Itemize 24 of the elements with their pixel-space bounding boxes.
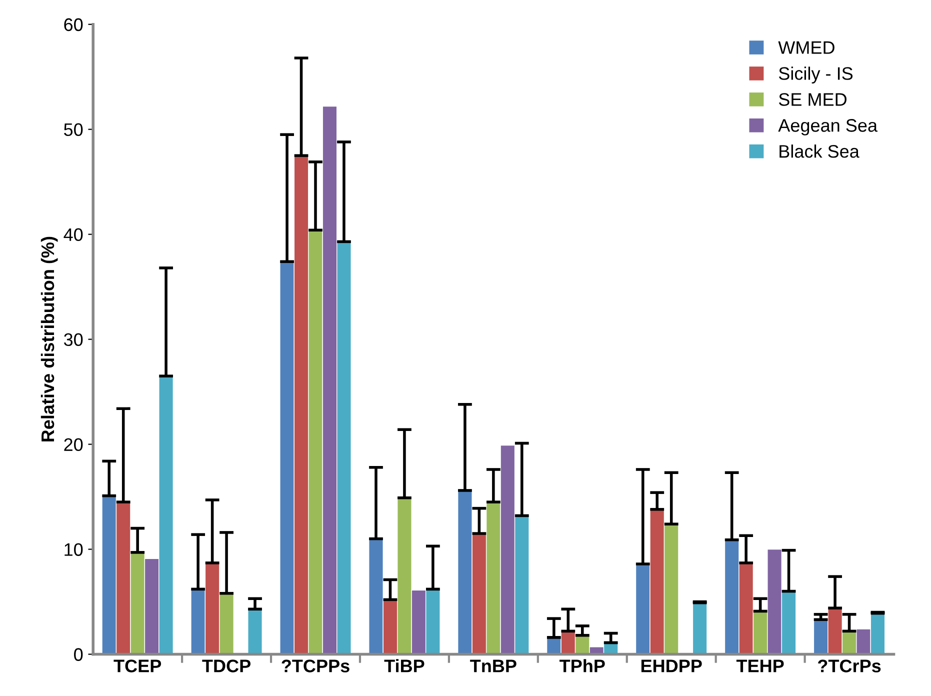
y-tick-label: 0 xyxy=(74,648,83,661)
x-tick-label: TEHP xyxy=(736,660,784,672)
x-tick-label: ?TCPPs xyxy=(282,660,350,672)
bar xyxy=(248,608,262,654)
x-tick-label: TnBP xyxy=(470,660,516,672)
y-tick-label: 60 xyxy=(64,18,83,32)
x-tick-label: TDCP xyxy=(202,660,250,672)
x-tick-label: ?TCrPs xyxy=(818,660,881,672)
x-tick-label: TCEP xyxy=(114,660,162,672)
legend-label: Sicily - IS xyxy=(778,66,853,84)
legend-label: WMED xyxy=(778,41,834,54)
legend-label: Black Sea xyxy=(780,144,860,158)
y-tick-label: 40 xyxy=(64,228,83,242)
y-axis-title: Relative distribution (%) xyxy=(40,236,58,442)
x-tick-label: TPhP xyxy=(560,659,605,672)
legend-label: SE MED xyxy=(778,93,846,106)
y-tick-label: 10 xyxy=(64,543,83,556)
y-tick-label: 20 xyxy=(64,438,83,451)
bar xyxy=(692,602,708,654)
y-tick-label: 30 xyxy=(64,333,83,346)
x-tick-label: EHDPP xyxy=(641,660,702,672)
y-tick-label: 50 xyxy=(64,123,83,136)
legend-label: Aegean Sea xyxy=(778,119,878,136)
x-tick-label: TiBP xyxy=(384,659,424,672)
